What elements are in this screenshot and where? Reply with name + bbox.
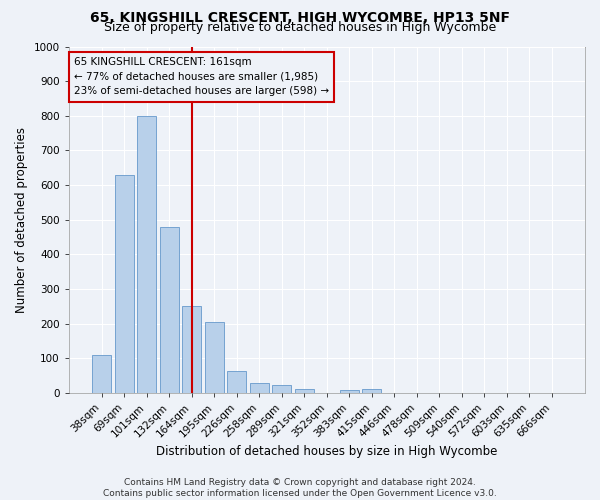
Y-axis label: Number of detached properties: Number of detached properties: [15, 127, 28, 313]
Text: 65, KINGSHILL CRESCENT, HIGH WYCOMBE, HP13 5NF: 65, KINGSHILL CRESCENT, HIGH WYCOMBE, HP…: [90, 11, 510, 25]
Bar: [92, 355, 112, 393]
Bar: [227, 371, 247, 393]
Bar: [272, 386, 292, 393]
Bar: [362, 389, 382, 393]
Bar: [182, 306, 202, 393]
Bar: [250, 382, 269, 393]
Bar: [160, 226, 179, 393]
X-axis label: Distribution of detached houses by size in High Wycombe: Distribution of detached houses by size …: [156, 444, 497, 458]
Text: Size of property relative to detached houses in High Wycombe: Size of property relative to detached ho…: [104, 21, 496, 34]
Text: 65 KINGSHILL CRESCENT: 161sqm
← 77% of detached houses are smaller (1,985)
23% o: 65 KINGSHILL CRESCENT: 161sqm ← 77% of d…: [74, 57, 329, 96]
Bar: [295, 389, 314, 393]
Bar: [340, 390, 359, 393]
Text: Contains HM Land Registry data © Crown copyright and database right 2024.
Contai: Contains HM Land Registry data © Crown c…: [103, 478, 497, 498]
Bar: [115, 174, 134, 393]
Bar: [137, 116, 157, 393]
Bar: [205, 322, 224, 393]
